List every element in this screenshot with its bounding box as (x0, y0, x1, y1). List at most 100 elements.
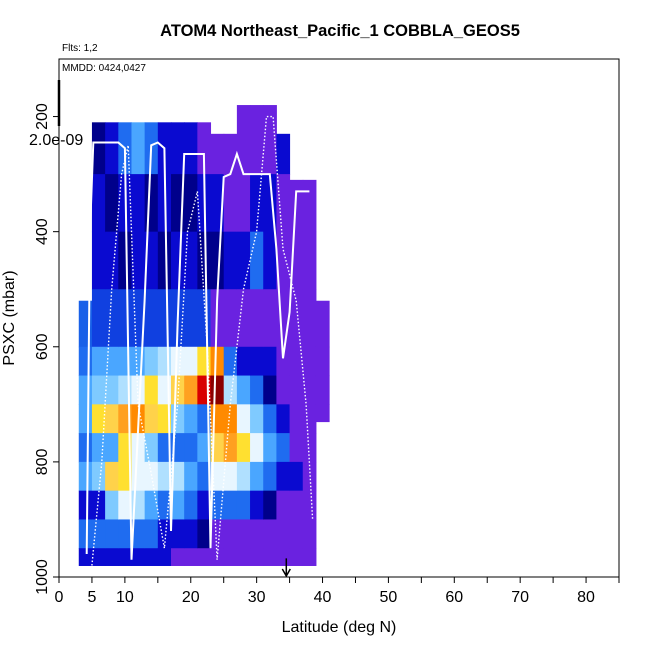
heatmap-cell (276, 433, 291, 463)
heatmap-cell (276, 519, 291, 549)
heatmap-cell (105, 433, 119, 463)
heatmap-cell (91, 174, 106, 233)
heatmap-cell (105, 231, 119, 290)
heatmap-cell (157, 346, 172, 377)
heatmap-cell (289, 375, 304, 405)
heatmap-cell (289, 461, 304, 492)
heatmap-cell (131, 433, 146, 463)
x-tick-label: 0 (55, 589, 64, 606)
heatmap-cell (236, 519, 251, 549)
heatmap-cell (236, 490, 251, 520)
y-tick-label: 400 (34, 218, 51, 245)
heatmap-cell (157, 231, 172, 290)
x-axis-label: Latitude (deg N) (282, 619, 397, 636)
heatmap-cell (263, 433, 277, 463)
heatmap-cell (302, 231, 317, 290)
heatmap-cell (78, 375, 93, 405)
x-tick-label: 30 (248, 589, 266, 606)
heatmap-cell (223, 461, 238, 492)
curtain-heatmap (78, 105, 330, 566)
heatmap-cell (263, 490, 277, 520)
heatmap-cell (276, 133, 291, 175)
heatmap-cell (197, 231, 212, 290)
heatmap-cell (118, 548, 132, 566)
heatmap-cell (78, 519, 93, 549)
heatmap-cell (263, 375, 277, 405)
x-tick-label: 10 (116, 589, 134, 606)
heatmap-cell (197, 490, 212, 520)
heatmap-cell (91, 548, 106, 566)
heatmap-cell (197, 346, 212, 377)
y-tick-label: 200 (34, 103, 51, 130)
y-tick-label: 1000 (34, 559, 51, 595)
heatmap-cell (250, 105, 264, 175)
heatmap-cell (184, 519, 198, 549)
flights-note: Flts: 1,2 (62, 43, 98, 54)
heatmap-cell (302, 375, 317, 405)
heatmap-cell (223, 404, 238, 434)
heatmap-cell (91, 122, 106, 175)
heatmap-cell (131, 461, 146, 492)
heatmap-cell (223, 490, 238, 520)
heatmap-cell (157, 433, 172, 463)
heatmap-cell (315, 404, 330, 423)
heatmap-cell (210, 519, 225, 549)
heatmap-cell (144, 231, 159, 290)
heatmap-cell (315, 375, 330, 405)
heatmap-cell (144, 404, 159, 434)
heatmap-cell (210, 375, 225, 405)
heatmap-cell (223, 548, 238, 566)
heatmap-cell (91, 346, 106, 377)
heatmap-cell (171, 519, 185, 549)
heatmap-cell (171, 490, 185, 520)
heatmap-cell (289, 519, 304, 549)
heatmap-cell (131, 174, 146, 233)
heatmap-cell (276, 231, 291, 290)
heatmap-cell (131, 548, 146, 566)
heatmap-cell (223, 133, 238, 175)
x-tick-label: 50 (380, 589, 398, 606)
heatmap-cell (78, 548, 93, 566)
y-axis-label: PSXC (mbar) (1, 270, 18, 365)
heatmap-cell (184, 289, 198, 348)
heatmap-cell (302, 404, 317, 434)
heatmap-cell (157, 289, 172, 348)
heatmap-cell (184, 346, 198, 377)
heatmap-cell (276, 490, 291, 520)
heatmap-cell (210, 490, 225, 520)
scale-label: 2.0e-09 (29, 132, 83, 149)
heatmap-cell (250, 346, 264, 377)
heatmap-cell (302, 490, 317, 520)
heatmap-cell (78, 461, 93, 492)
heatmap-cell (223, 231, 238, 290)
heatmap-cell (131, 231, 146, 290)
heatmap-cell (250, 375, 264, 405)
heatmap-cell (223, 174, 238, 233)
heatmap-cell (263, 404, 277, 434)
heatmap-cell (289, 404, 304, 434)
heatmap-cell (118, 231, 132, 290)
heatmap-cell (197, 122, 212, 175)
y-axis: 200 400 600 800 1000 (34, 103, 59, 595)
flight-track-line (85, 141, 310, 560)
heatmap-cell (171, 548, 185, 566)
heatmap-cell (276, 404, 291, 434)
heatmap-cell (105, 122, 119, 175)
heatmap-cell (184, 548, 198, 566)
heatmap-cell (171, 375, 185, 405)
heatmap-cell (118, 461, 132, 492)
heatmap-cell (236, 461, 251, 492)
heatmap-cell (236, 231, 251, 290)
heatmap-cell (91, 404, 106, 434)
heatmap-cell (289, 179, 304, 233)
heatmap-cell (236, 433, 251, 463)
heatmap-cell (105, 375, 119, 405)
heatmap-cell (184, 122, 198, 175)
heatmap-cell (263, 346, 277, 377)
date-note: MMDD: 0424,0427 (62, 63, 146, 74)
heatmap-cell (78, 404, 93, 434)
heatmap-cell (105, 548, 119, 566)
heatmap-cell (250, 490, 264, 520)
heatmap-cell (131, 375, 146, 405)
heatmap-cell (250, 519, 264, 549)
